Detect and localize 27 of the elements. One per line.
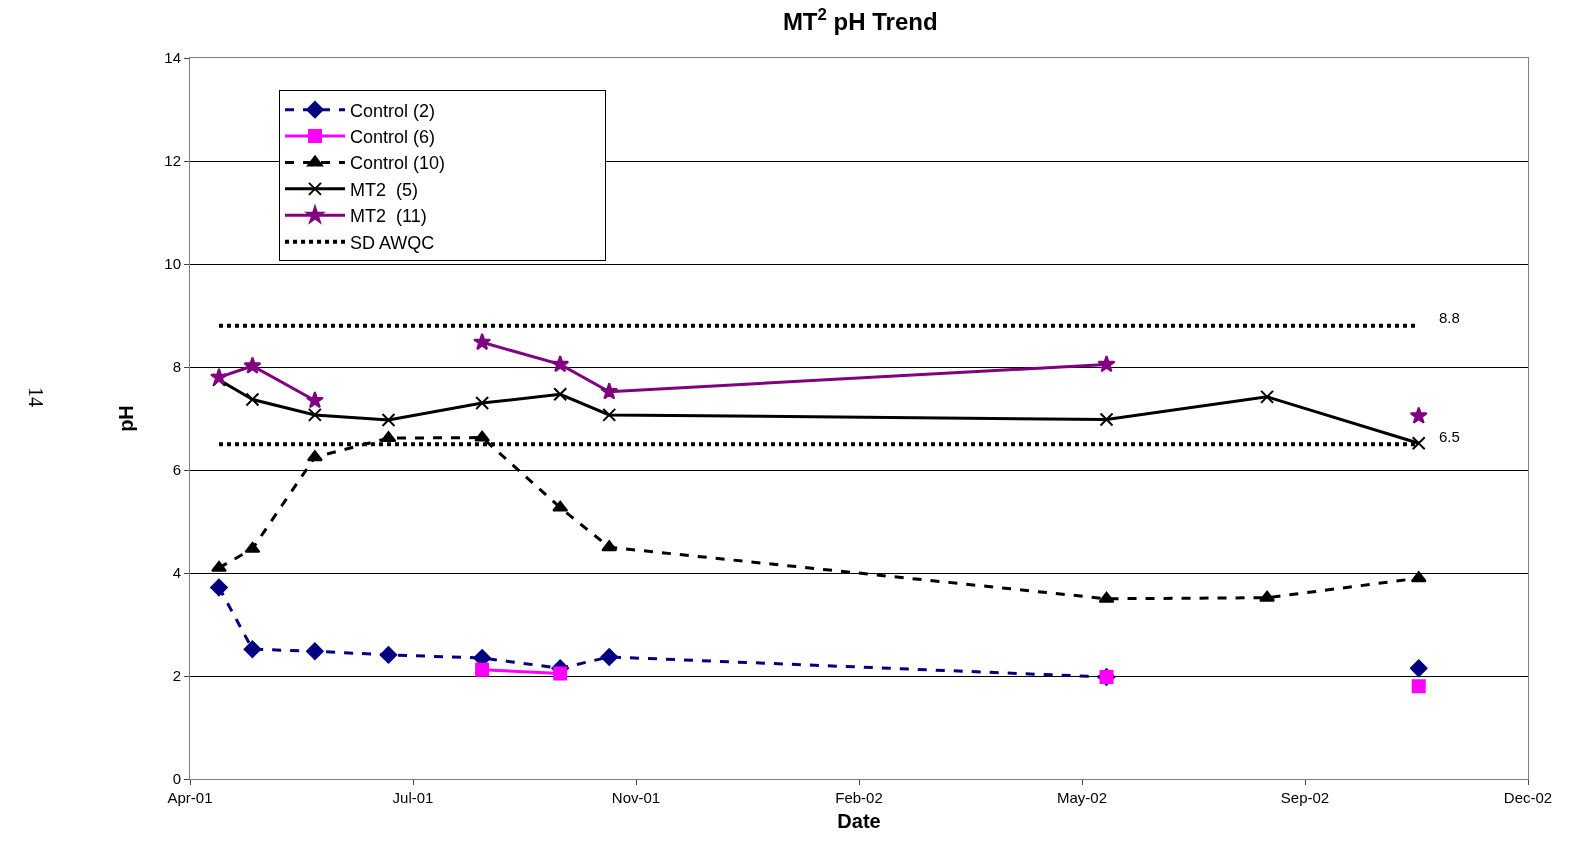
x-axis-title: Date [837,809,881,832]
y-tick-label: 2 [172,667,181,685]
legend-label: MT2 (11) [350,206,427,227]
legend-label: Control (6) [350,127,436,148]
x-tick-label: Jul-01 [392,789,434,806]
x-tick-label: Sep-02 [1280,789,1330,806]
legend-label: SD AWQC [350,232,435,253]
y-tick-label: 12 [164,152,181,170]
legend-label: Control (2) [350,100,436,121]
text: 14 [24,387,47,408]
y-tick-label: 6 [172,461,181,479]
x-tick-label: May-02 [1056,789,1108,806]
x-tick-label: Apr-01 [167,789,213,806]
y-tick-label: 0 [172,770,181,788]
x-tick-label: Nov-01 [611,789,661,806]
chart-title: MT$^{2}$ pH Trend [782,4,938,35]
y-tick-label: 4 [172,564,181,582]
y-tick-label: 10 [164,255,181,273]
y-axis-title: pH [114,405,137,432]
annotation: 6.5 [1439,428,1460,445]
legend-label: MT2 (5) [350,179,419,200]
annotation: 8.8 [1439,309,1460,326]
y-tick-label: 14 [164,49,181,67]
x-tick-label: Feb-02 [835,789,883,806]
x-tick-label: Dec-02 [1503,789,1553,806]
legend-label: Control (10) [350,153,446,174]
y-tick-label: 8 [172,358,181,376]
